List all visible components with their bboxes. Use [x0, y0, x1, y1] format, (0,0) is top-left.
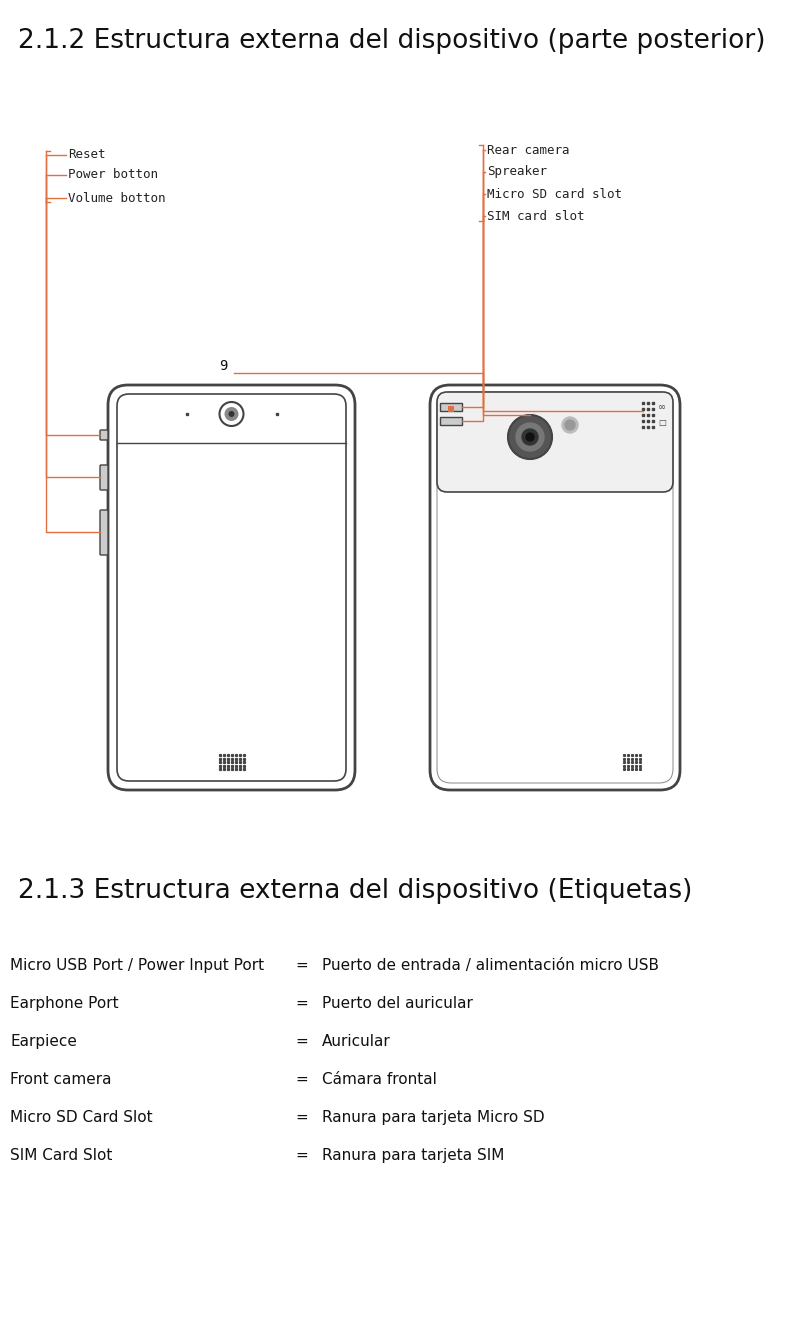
Text: Front camera: Front camera [10, 1072, 111, 1086]
Text: Reset: Reset [68, 149, 105, 161]
Text: Auricular: Auricular [322, 1034, 391, 1049]
FancyBboxPatch shape [100, 510, 108, 554]
Text: ∞: ∞ [658, 403, 666, 412]
FancyBboxPatch shape [440, 403, 462, 411]
Text: Power botton: Power botton [68, 169, 158, 181]
Text: =: = [296, 958, 309, 973]
Text: 9: 9 [219, 359, 228, 374]
Text: Ranura para tarjeta SIM: Ranura para tarjeta SIM [322, 1148, 505, 1163]
Text: Puerto de entrada / alimentación micro USB: Puerto de entrada / alimentación micro U… [322, 958, 659, 973]
Circle shape [225, 407, 239, 421]
Text: Earphone Port: Earphone Port [10, 997, 119, 1011]
FancyBboxPatch shape [437, 392, 673, 492]
Circle shape [522, 429, 538, 445]
FancyBboxPatch shape [108, 385, 355, 789]
Text: Spreaker: Spreaker [487, 165, 547, 178]
Circle shape [565, 420, 575, 430]
Text: SIM card slot: SIM card slot [487, 210, 585, 223]
Text: □: □ [658, 418, 666, 428]
Text: Volume botton: Volume botton [68, 191, 166, 205]
Text: =: = [296, 1072, 309, 1086]
Circle shape [508, 414, 552, 459]
Circle shape [228, 411, 235, 417]
Text: Cámara frontal: Cámara frontal [322, 1072, 437, 1086]
Text: 2.1.2 Estructura externa del dispositivo (parte posterior): 2.1.2 Estructura externa del dispositivo… [18, 28, 765, 54]
Text: Micro SD Card Slot: Micro SD Card Slot [10, 1110, 152, 1125]
Circle shape [562, 417, 578, 433]
Text: Micro USB Port / Power Input Port: Micro USB Port / Power Input Port [10, 958, 264, 973]
FancyBboxPatch shape [430, 385, 680, 789]
FancyBboxPatch shape [100, 465, 108, 490]
Text: =: = [296, 1034, 309, 1049]
Text: Ranura para tarjeta Micro SD: Ranura para tarjeta Micro SD [322, 1110, 545, 1125]
FancyBboxPatch shape [448, 407, 454, 412]
Text: Micro SD card slot: Micro SD card slot [487, 187, 622, 201]
Text: =: = [296, 1148, 309, 1163]
FancyBboxPatch shape [440, 417, 462, 425]
Circle shape [516, 422, 544, 451]
Text: Earpiece: Earpiece [10, 1034, 77, 1049]
Text: =: = [296, 1110, 309, 1125]
Text: Puerto del auricular: Puerto del auricular [322, 997, 473, 1011]
Circle shape [526, 433, 534, 441]
Text: Rear camera: Rear camera [487, 144, 569, 157]
Text: =: = [296, 997, 309, 1011]
FancyBboxPatch shape [100, 430, 108, 440]
Text: SIM Card Slot: SIM Card Slot [10, 1148, 112, 1163]
Text: 2.1.3 Estructura externa del dispositivo (Etiquetas): 2.1.3 Estructura externa del dispositivo… [18, 878, 692, 904]
